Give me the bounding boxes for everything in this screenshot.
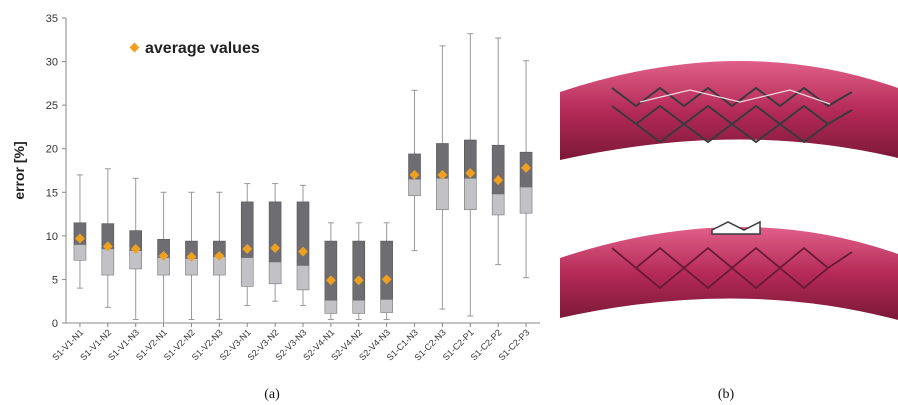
box-S1-C2-P3 <box>519 60 533 279</box>
box-S1-V1-N2 <box>101 168 115 308</box>
box-lower <box>73 244 87 261</box>
stent-top-cap <box>711 220 761 235</box>
mean-marker <box>74 233 85 244</box>
box-S1-C2-P2 <box>491 37 505 266</box>
y-tick-label: 10 <box>46 231 58 243</box>
tube-bottom <box>560 220 898 320</box>
box-S1-C2-P1 <box>463 33 477 317</box>
box-S2-V3-N1 <box>240 183 254 307</box>
mean-marker <box>214 250 225 261</box>
y-tick-label: 30 <box>46 57 58 69</box>
box-lower <box>240 257 254 287</box>
box-S2-V3-N2 <box>268 183 282 302</box>
box-lower <box>296 265 310 291</box>
stent-illustration <box>560 60 898 320</box>
mean-marker <box>493 175 504 186</box>
y-tick-label: 5 <box>52 274 58 286</box>
box-lower <box>268 261 282 285</box>
mean-marker <box>353 275 364 286</box>
y-tick-label: 15 <box>46 187 58 199</box>
box-S1-V2-N3 <box>213 191 226 321</box>
box-upper <box>352 240 366 301</box>
mean-marker <box>465 168 476 179</box>
mean-marker <box>409 169 420 180</box>
x-axis: S1-V1-N1S1-V1-N2S1-V1-N3S1-V2-N1S1-V2-N2… <box>50 322 540 363</box>
mean-marker <box>437 169 448 180</box>
box-S1-V1-N1 <box>73 174 87 289</box>
box-S1-V2-N2 <box>185 191 198 321</box>
box-S2-V4-N1 <box>324 222 338 321</box>
box-S1-C1-N3 <box>408 89 421 252</box>
y-axis-label: error [%] <box>11 141 27 199</box>
legend-label: average values <box>145 40 260 57</box>
box-S2-V4-N3 <box>380 222 393 321</box>
y-axis: 0 5 10 15 20 25 30 35 <box>46 13 67 330</box>
stent-mesh-bottom <box>611 246 853 290</box>
mean-marker <box>381 274 392 285</box>
tube-body-bottom <box>560 226 898 320</box>
box-lower <box>519 186 533 214</box>
y-tick-label: 25 <box>46 100 58 112</box>
box-S1-V2-N1 <box>157 191 170 324</box>
mean-marker <box>298 246 308 257</box>
mean-marker <box>158 250 169 261</box>
caption-b: (b) <box>718 387 735 402</box>
tube-body-top <box>560 60 898 160</box>
box-lower <box>324 300 338 314</box>
box-S2-V3-N3 <box>296 184 310 307</box>
box-lower <box>463 178 477 211</box>
legend: average values <box>129 40 260 57</box>
box-lower <box>408 178 421 197</box>
box-S1-C2-N3 <box>436 45 449 310</box>
mean-marker <box>102 241 113 252</box>
mean-marker <box>270 243 281 254</box>
mean-marker <box>521 162 532 173</box>
box-S1-V1-N3 <box>129 177 143 321</box>
mean-marker <box>130 243 141 254</box>
box-S2-V4-N2 <box>352 222 366 321</box>
boxplot-chart: 0 5 10 15 20 25 30 35 S1-V1-N1S1-V1-N2S1-V1-N3S… <box>11 13 540 363</box>
mean-marker <box>186 251 197 262</box>
tube-top <box>560 60 898 160</box>
y-tick-label: 35 <box>46 13 58 25</box>
box-lower <box>436 178 449 211</box>
y-tick-label: 20 <box>46 144 58 156</box>
mean-marker <box>242 243 253 254</box>
mean-marker <box>325 275 336 286</box>
caption-a: (a) <box>264 387 280 402</box>
box-lower <box>101 248 115 276</box>
y-tick-label: 0 <box>52 318 58 330</box>
legend-marker <box>129 42 140 53</box>
box-series <box>73 33 533 324</box>
stent-highlight-top <box>639 89 831 105</box>
box-upper <box>380 240 393 300</box>
box-lower <box>380 299 393 313</box>
box-upper <box>324 240 338 301</box>
box-lower <box>491 193 505 216</box>
box-upper <box>491 144 505 195</box>
stent-mesh-top <box>611 86 853 144</box>
box-lower <box>352 300 366 314</box>
